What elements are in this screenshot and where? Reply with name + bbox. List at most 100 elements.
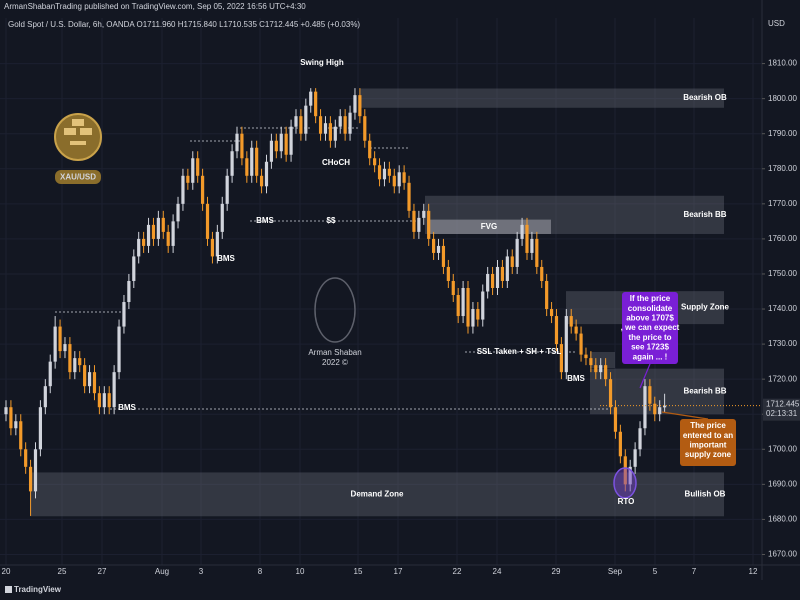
x-tick-label: 12	[749, 567, 758, 576]
publisher: ArmanShabanTrading published on TradingV…	[4, 2, 306, 11]
candle-body	[510, 256, 514, 267]
candle-body	[545, 280, 549, 310]
candle-body	[314, 91, 318, 117]
candle-body	[146, 224, 151, 246]
callout-pointer	[661, 411, 709, 420]
candle-body	[240, 133, 244, 159]
candle-body	[476, 309, 480, 320]
candle-body	[495, 266, 500, 288]
candle-body	[515, 238, 519, 267]
y-tick-label: 1790.00	[768, 129, 797, 138]
symbol-title: Gold Spot / U.S. Dollar, 6h, OANDA O1711…	[8, 20, 360, 29]
candle-body	[653, 403, 657, 415]
candle-body	[554, 316, 559, 345]
candle-body	[14, 421, 18, 429]
candle-body	[259, 175, 264, 187]
candle-body	[363, 116, 367, 141]
candle-body	[608, 379, 613, 408]
candle-body	[387, 168, 391, 176]
logo-bar	[80, 128, 92, 135]
candle-body	[628, 466, 632, 485]
last-price-box	[763, 398, 800, 421]
candle-body	[633, 449, 637, 467]
callout-text: If the price	[630, 294, 671, 303]
x-tick-label: 25	[58, 567, 67, 576]
candle-body	[97, 393, 101, 408]
candle-body	[309, 91, 313, 106]
candle-body	[289, 126, 293, 155]
candle-body	[466, 287, 470, 327]
callout-text: see 1723$	[631, 343, 669, 352]
y-tick-label: 1670.00	[768, 550, 797, 559]
candle-body	[446, 266, 450, 281]
candle-body	[432, 238, 436, 253]
candle-body	[63, 344, 67, 352]
annotation: BMS	[118, 403, 136, 412]
candle-body	[137, 238, 141, 257]
last-price: 1712.445	[766, 399, 800, 408]
candle-body	[471, 309, 475, 327]
y-tick-label: 1750.00	[768, 269, 797, 278]
zone-label: FVG	[481, 222, 497, 231]
callout-text: The price	[690, 421, 726, 430]
candle-body	[402, 172, 406, 183]
rto-marker	[613, 467, 637, 499]
candle-body	[4, 407, 8, 415]
zone-label: Bullish OB	[685, 489, 726, 498]
candle-body	[107, 393, 111, 408]
candle-body	[589, 358, 593, 366]
y-tick-label: 1760.00	[768, 234, 797, 243]
logo-bar	[72, 119, 84, 126]
candle-body	[250, 147, 254, 176]
candle-body	[323, 123, 328, 134]
candle-body	[83, 365, 87, 387]
candle-body	[663, 405, 667, 408]
candle-body	[559, 344, 563, 373]
candle-body	[24, 449, 28, 467]
candle-body	[564, 316, 568, 373]
candle-body	[579, 333, 583, 355]
candle-body	[28, 466, 33, 492]
candle-body	[638, 428, 642, 450]
x-tick-label: 10	[296, 567, 305, 576]
zone	[427, 219, 551, 234]
annotation: BMS	[567, 374, 585, 383]
callout-text: consolidate	[628, 304, 673, 313]
callout-box	[680, 419, 736, 466]
x-tick-label: 29	[552, 567, 561, 576]
candle-body	[122, 302, 126, 327]
candle-body	[599, 365, 603, 373]
candle-body	[284, 133, 288, 155]
zone-small	[590, 352, 615, 368]
candle-body	[490, 273, 495, 288]
candle-body	[643, 386, 647, 429]
annotation: BMS	[256, 216, 274, 225]
candle-body	[87, 372, 92, 387]
candle-body	[377, 165, 382, 180]
candle-body	[279, 133, 283, 152]
candle-body	[191, 158, 195, 183]
candle-body	[343, 116, 347, 134]
candle-body	[255, 147, 259, 176]
callout-text: the price to	[628, 333, 671, 342]
candle-body	[38, 407, 43, 450]
candle-body	[427, 210, 431, 239]
candle-body	[127, 280, 131, 303]
candle-body	[186, 175, 190, 183]
brand: TradingView	[14, 585, 62, 594]
zone	[360, 88, 724, 108]
candle-body	[92, 372, 97, 394]
candle-body	[33, 449, 38, 492]
candle-body	[456, 295, 460, 317]
candle-body	[102, 393, 106, 408]
candle-body	[166, 231, 170, 246]
candle-body	[117, 326, 121, 373]
watermark-head	[314, 277, 356, 343]
candle-body	[299, 116, 303, 134]
callout-text: , we can expect	[621, 323, 680, 332]
x-tick-label: 24	[493, 567, 502, 576]
candle-body	[264, 161, 269, 187]
y-tick-label: 1740.00	[768, 304, 797, 313]
annotation: Swing High	[300, 58, 344, 67]
annotation: BMS	[217, 254, 235, 263]
